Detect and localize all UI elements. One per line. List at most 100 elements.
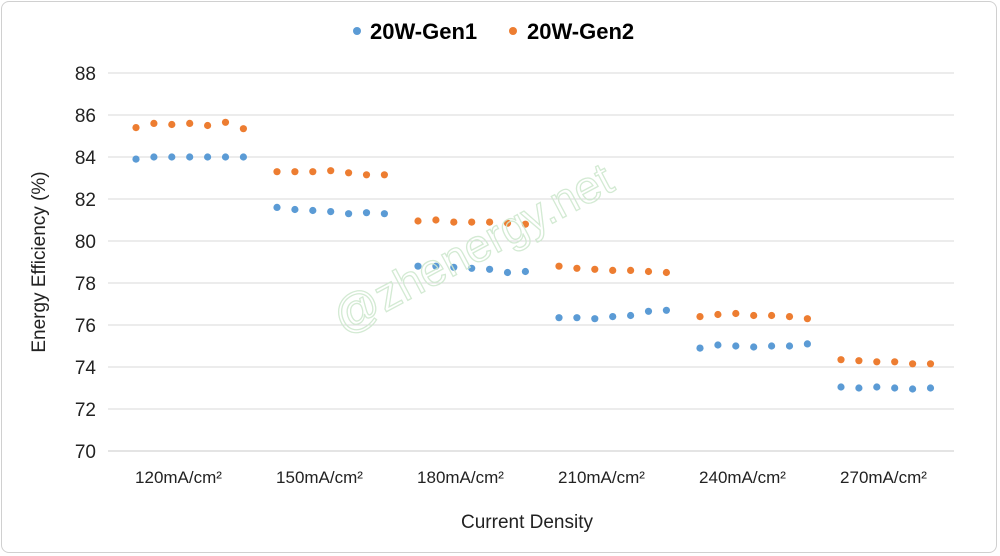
data-point bbox=[696, 313, 704, 321]
data-point bbox=[591, 315, 599, 323]
x-tick-label: 270mA/cm² bbox=[840, 468, 927, 487]
data-point bbox=[468, 218, 476, 226]
gridlines bbox=[108, 72, 954, 452]
data-point bbox=[327, 167, 335, 175]
data-point bbox=[662, 268, 671, 277]
y-tick-label: 84 bbox=[75, 148, 97, 169]
data-point bbox=[132, 155, 140, 163]
data-point bbox=[732, 342, 740, 350]
data-point bbox=[221, 118, 230, 126]
data-point bbox=[291, 205, 299, 214]
y-tick-label: 86 bbox=[75, 106, 96, 127]
x-tick-label: 180mA/cm² bbox=[417, 468, 504, 487]
data-point bbox=[150, 153, 158, 161]
data-point bbox=[627, 266, 635, 274]
data-point bbox=[714, 310, 722, 319]
y-tick-label: 82 bbox=[75, 190, 96, 211]
data-point bbox=[432, 216, 440, 224]
data-point bbox=[309, 206, 317, 215]
data-point bbox=[696, 344, 704, 352]
x-tick-label: 240mA/cm² bbox=[699, 468, 786, 487]
data-point bbox=[873, 358, 881, 366]
data-point bbox=[714, 341, 722, 349]
data-point bbox=[909, 385, 917, 393]
data-point bbox=[573, 314, 581, 322]
y-tick-label: 76 bbox=[75, 316, 96, 337]
data-point bbox=[168, 120, 176, 129]
data-point bbox=[909, 360, 917, 368]
data-point bbox=[345, 169, 353, 177]
data-point bbox=[785, 313, 794, 321]
data-point bbox=[891, 358, 899, 366]
data-point bbox=[309, 168, 317, 176]
y-tick-label: 78 bbox=[75, 274, 96, 295]
y-tick-label: 74 bbox=[75, 358, 97, 379]
y-tick-label: 72 bbox=[75, 400, 96, 421]
y-tick-label: 88 bbox=[75, 64, 96, 85]
data-point bbox=[750, 311, 758, 320]
data-point bbox=[803, 315, 812, 323]
x-tick-label: 150mA/cm² bbox=[276, 468, 363, 487]
data-point bbox=[732, 309, 740, 318]
data-point bbox=[380, 171, 388, 179]
data-point bbox=[555, 314, 563, 322]
data-point bbox=[345, 210, 353, 218]
data-point bbox=[486, 265, 494, 273]
data-point bbox=[450, 218, 458, 226]
data-point bbox=[521, 267, 530, 276]
data-point bbox=[573, 264, 581, 272]
y-axis-title: Energy Efficiency (%) bbox=[29, 171, 50, 352]
legend-label: 20W-Gen2 bbox=[527, 19, 634, 44]
data-point bbox=[221, 153, 230, 161]
data-point bbox=[132, 124, 140, 132]
data-point bbox=[503, 268, 512, 277]
data-point bbox=[785, 342, 794, 350]
x-axis-title: Current Density bbox=[461, 512, 593, 533]
data-point bbox=[627, 311, 635, 320]
data-point bbox=[414, 217, 422, 225]
data-point bbox=[186, 153, 194, 161]
data-point bbox=[204, 153, 212, 161]
legend-marker bbox=[509, 27, 517, 35]
data-point bbox=[555, 262, 563, 270]
data-point bbox=[873, 383, 881, 391]
y-tick-label: 80 bbox=[75, 232, 96, 253]
data-point bbox=[855, 384, 863, 392]
data-point bbox=[273, 168, 281, 176]
x-tick-labels: 120mA/cm² 150mA/cm² 180mA/cm² 210mA/cm² 240m… bbox=[135, 468, 927, 487]
data-point bbox=[521, 220, 530, 228]
data-point bbox=[204, 121, 212, 130]
data-point bbox=[362, 209, 371, 217]
data-point bbox=[926, 384, 935, 392]
data-point bbox=[239, 125, 247, 133]
data-point bbox=[609, 313, 617, 321]
data-point bbox=[926, 360, 935, 368]
data-point bbox=[768, 311, 776, 320]
legend-marker bbox=[353, 27, 361, 35]
data-point bbox=[239, 153, 247, 161]
data-point bbox=[291, 168, 299, 176]
data-point bbox=[750, 343, 758, 351]
data-point bbox=[644, 307, 653, 315]
data-point bbox=[644, 267, 653, 276]
data-point bbox=[186, 119, 194, 127]
y-tick-label: 70 bbox=[75, 442, 96, 463]
data-point bbox=[450, 263, 458, 271]
data-point bbox=[768, 342, 776, 350]
data-point bbox=[150, 119, 158, 127]
data-point bbox=[662, 306, 671, 314]
data-point bbox=[803, 340, 812, 348]
data-point bbox=[362, 171, 371, 179]
data-point bbox=[591, 265, 599, 273]
x-tick-label: 210mA/cm² bbox=[558, 468, 645, 487]
legend-label: 20W-Gen1 bbox=[370, 19, 477, 44]
data-point bbox=[837, 383, 845, 391]
data-point bbox=[855, 357, 863, 365]
y-tick-labels: 70 72 74 76 78 80 82 84 86 88 bbox=[75, 64, 97, 463]
data-point bbox=[414, 262, 422, 270]
data-point bbox=[609, 266, 617, 274]
data-point bbox=[503, 219, 512, 227]
data-point bbox=[468, 264, 476, 272]
